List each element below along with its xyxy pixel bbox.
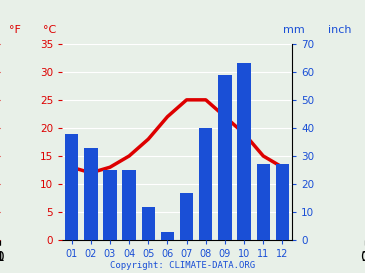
Bar [103, 170, 117, 240]
Bar [65, 133, 78, 240]
Text: °C: °C [43, 25, 56, 35]
Text: Copyright: CLIMATE-DATA.ORG: Copyright: CLIMATE-DATA.ORG [110, 261, 255, 270]
Bar [237, 63, 251, 240]
Bar [276, 164, 289, 240]
Bar [142, 207, 155, 240]
Bar [180, 192, 193, 240]
Bar [199, 128, 212, 240]
Bar [218, 75, 232, 240]
Bar [257, 164, 270, 240]
Text: mm: mm [283, 25, 305, 35]
Text: °F: °F [9, 25, 20, 35]
Text: inch: inch [328, 25, 351, 35]
Bar [84, 148, 97, 240]
Bar [122, 170, 136, 240]
Bar [161, 232, 174, 240]
